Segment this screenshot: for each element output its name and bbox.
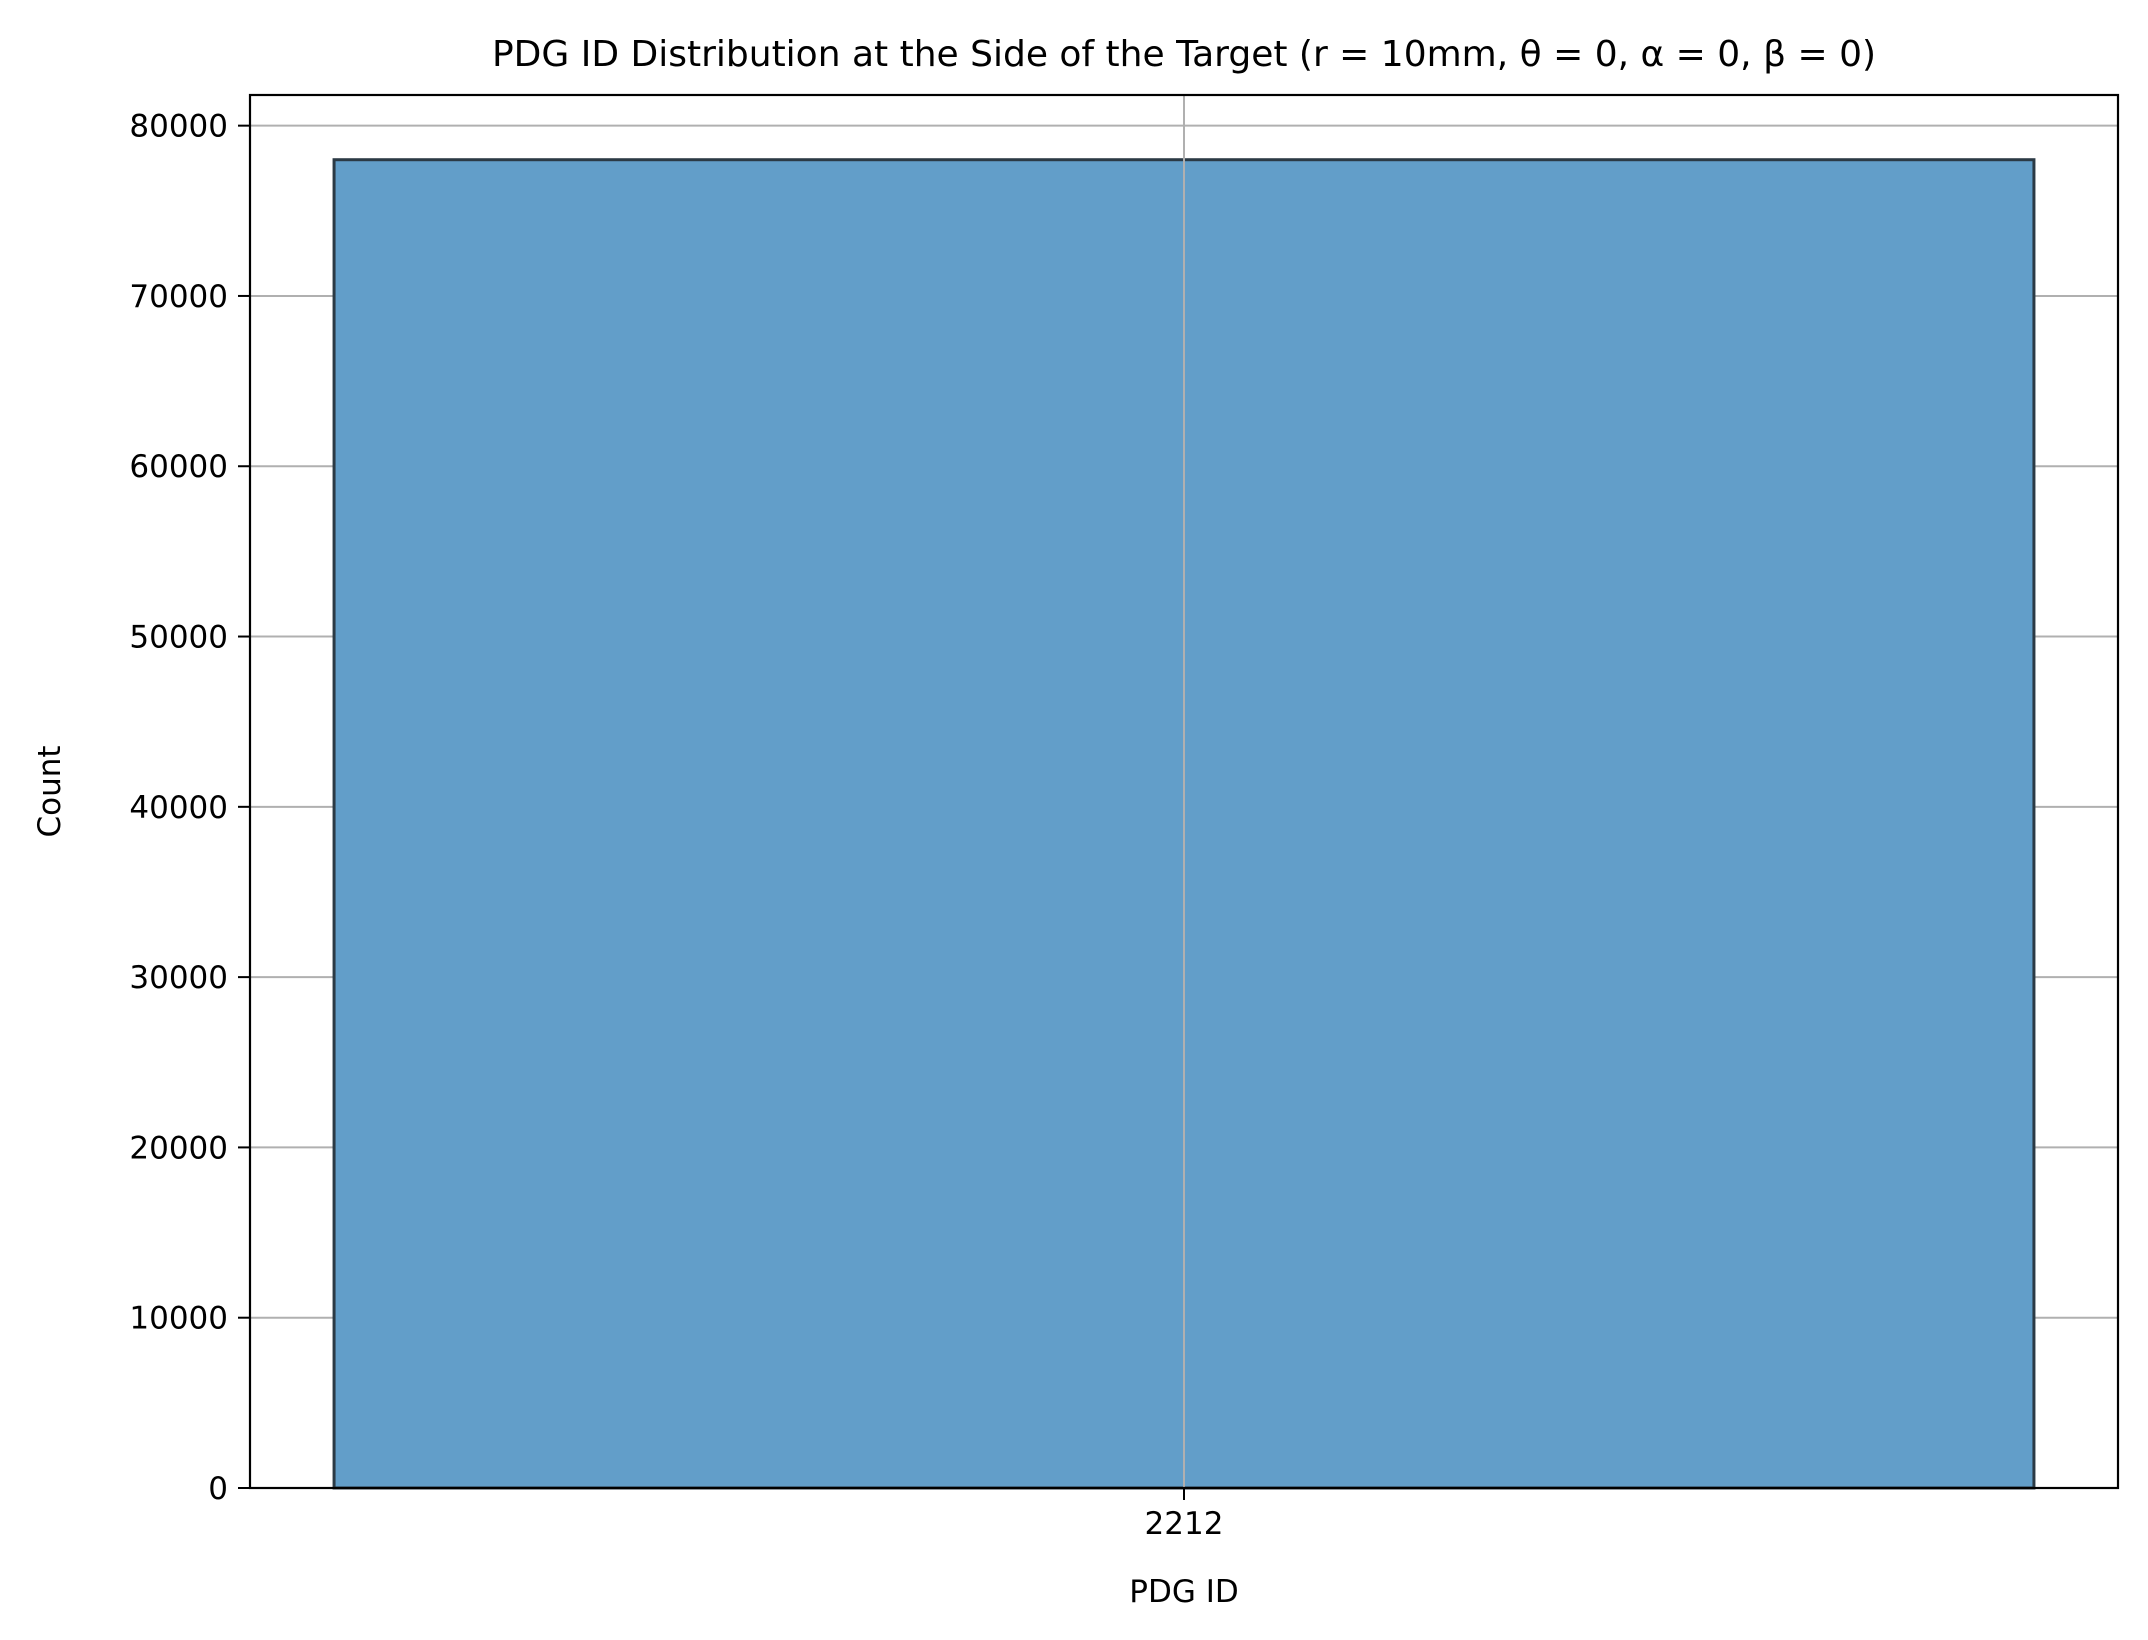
y-tick-label: 30000 [129, 960, 228, 996]
chart-title: PDG ID Distribution at the Side of the T… [492, 34, 1876, 75]
y-tick-label: 40000 [129, 790, 228, 826]
y-tick-label: 20000 [129, 1130, 228, 1166]
y-tick-label: 10000 [129, 1301, 228, 1337]
y-tick-label: 80000 [129, 109, 228, 145]
x-tick-label: 2212 [1145, 1506, 1224, 1542]
y-tick-label: 0 [208, 1471, 228, 1507]
y-tick-label: 50000 [129, 620, 228, 656]
x-axis-ticks: 2212 [1145, 1488, 1224, 1542]
y-axis-ticks: 0 10000 20000 30000 40000 50000 60000 70000 8000… [129, 109, 250, 1507]
y-tick-label: 60000 [129, 449, 228, 485]
y-tick-label: 70000 [129, 279, 228, 315]
y-axis-label: Count [32, 745, 68, 837]
x-axis-label: PDG ID [1129, 1574, 1238, 1610]
